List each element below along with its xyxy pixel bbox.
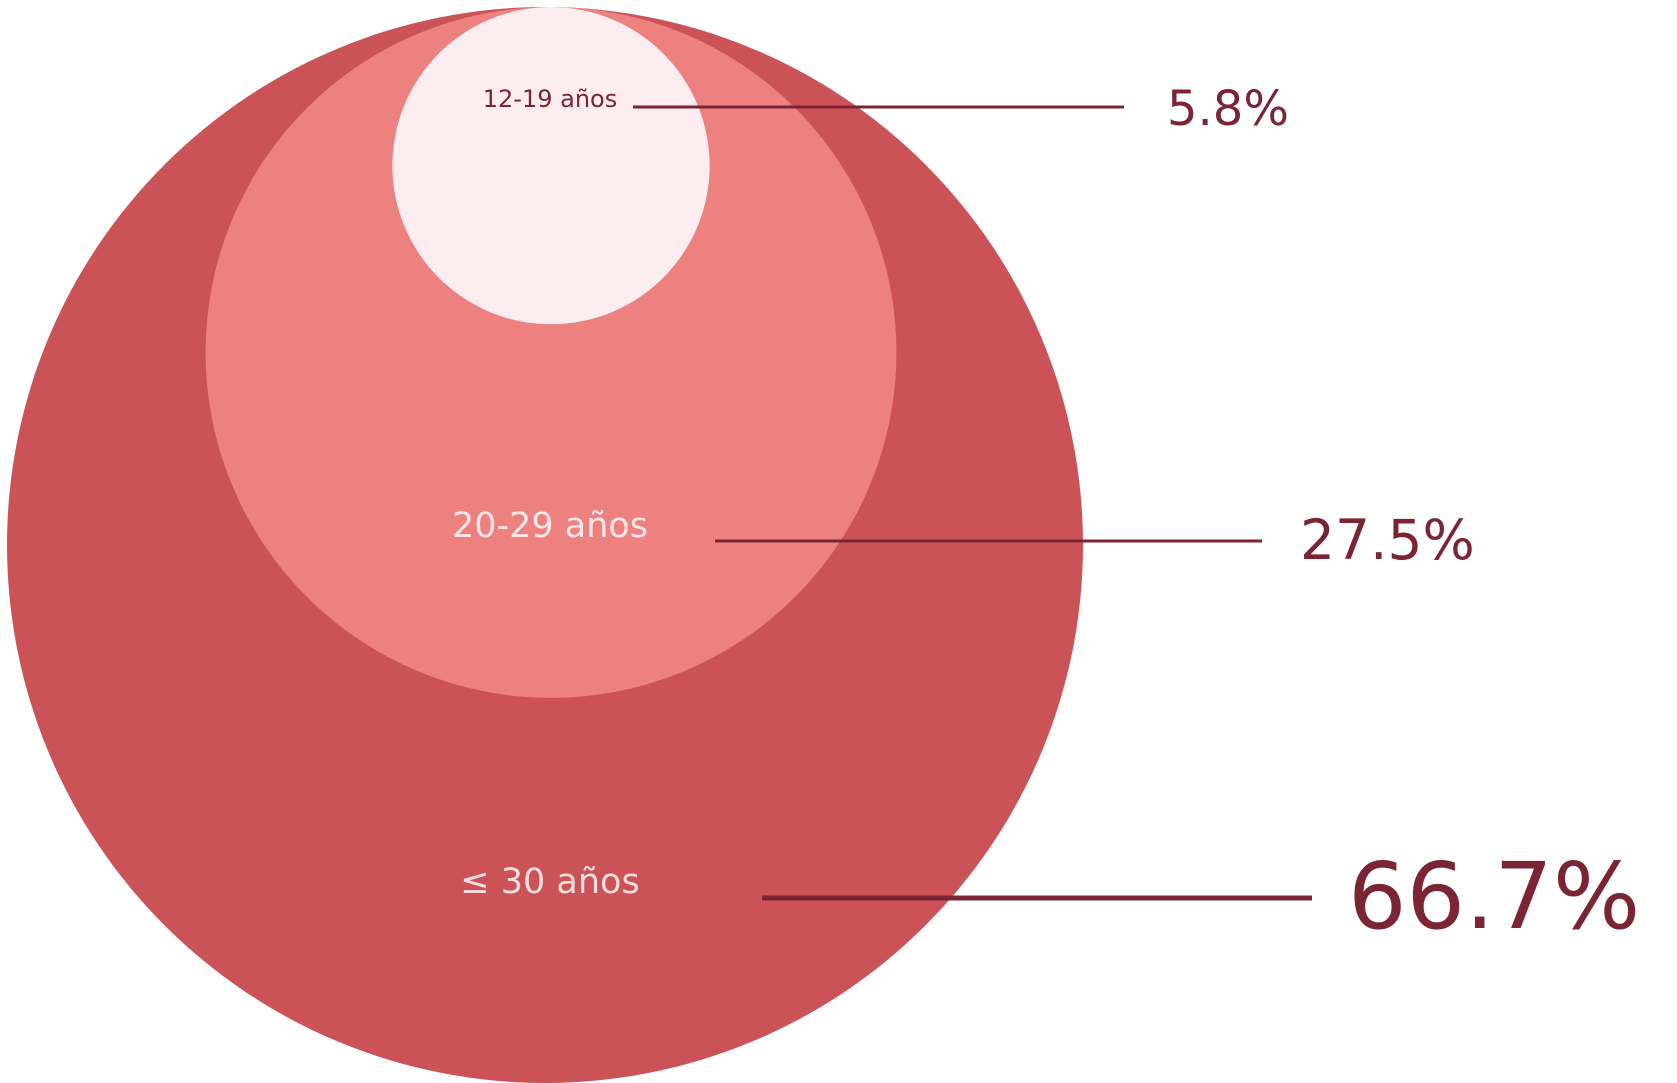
bubble-2 — [392, 7, 710, 325]
value-label-0: 66.7% — [1348, 843, 1640, 950]
category-label-1: 20-29 años — [452, 506, 648, 546]
bubble-1 — [205, 7, 897, 698]
value-label-1: 27.5% — [1300, 508, 1475, 572]
value-label-2: 5.8% — [1167, 81, 1289, 137]
category-label-2: 12-19 años — [483, 85, 617, 113]
category-label-0: ≤ 30 años — [460, 862, 639, 902]
